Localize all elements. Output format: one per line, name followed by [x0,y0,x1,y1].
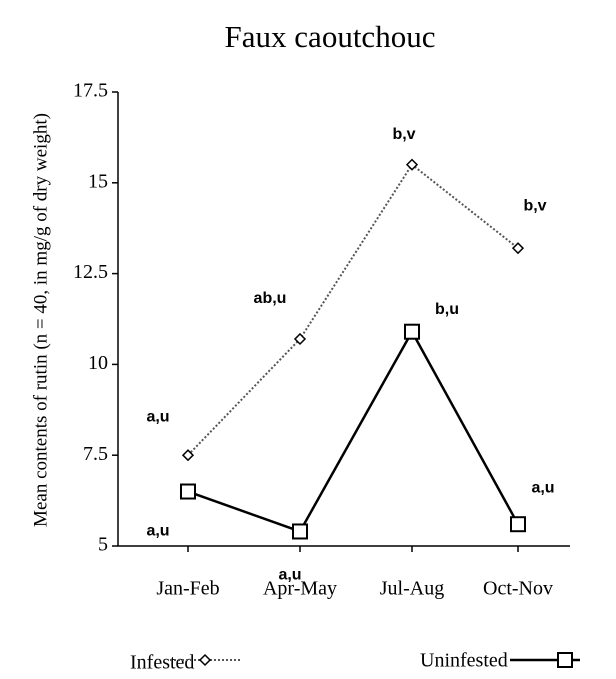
point-label: b,v [523,197,546,214]
x-tick-label: Apr-May [263,578,337,600]
point-label: a,u [531,479,554,496]
marker [292,523,308,540]
marker [404,323,420,340]
marker [293,332,307,346]
legend-marker [198,653,212,667]
y-tick-label: 12.5 [73,261,108,283]
chart-title: Faux caoutchouc [225,19,436,54]
x-tick-label: Oct-Nov [483,578,553,600]
point-label: a,u [146,523,169,540]
point-label: ab,u [254,290,287,307]
legend-label: Infested [130,652,194,674]
x-tick-label: Jul-Aug [380,578,444,600]
marker [180,483,196,500]
marker [510,516,526,533]
y-tick-label: 7.5 [83,443,108,465]
legend-marker [557,652,573,668]
point-label: b,u [435,301,459,318]
series-line [187,163,519,456]
y-tick-label: 5 [98,534,108,556]
y-tick-label: 17.5 [73,80,108,102]
y-tick-label: 10 [88,352,108,374]
series-line [187,329,520,534]
point-label: a,u [146,408,169,425]
legend-label: Uninfested [420,650,508,672]
y-tick-label: 15 [88,170,108,192]
point-label: a,u [278,567,301,584]
x-tick-label: Jan-Feb [156,578,219,600]
marker [511,242,525,255]
marker [181,449,195,462]
point-label: b,v [392,126,415,143]
y-axis-label: Mean contents of rutin (n = 40, in mg/g … [30,113,51,527]
marker [405,158,419,171]
